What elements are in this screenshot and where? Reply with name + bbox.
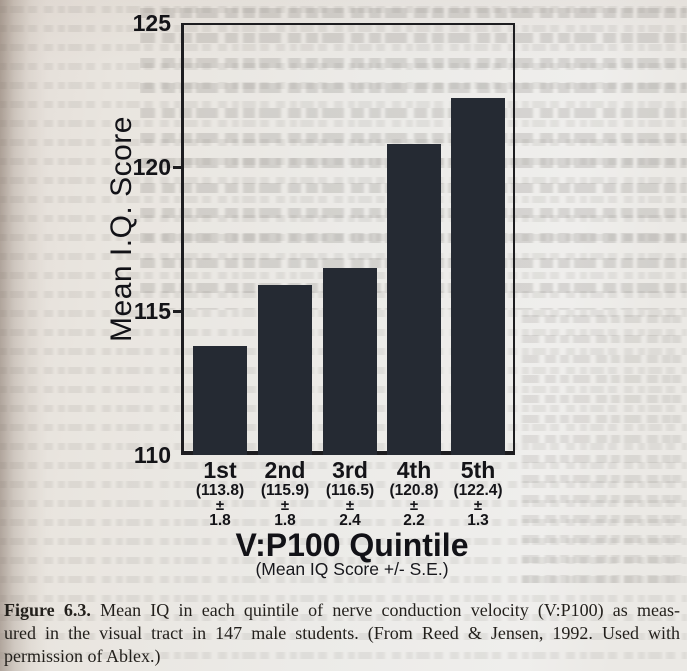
x-category-block-4th: 4th (120.8) ±2.2	[368, 458, 460, 529]
plus-minus-symbol-2nd: ±	[280, 497, 290, 514]
plus-minus-symbol-4th: ±	[409, 497, 419, 514]
caption-line-3: permission of Ablex.)	[4, 646, 161, 666]
x-axis-subtitle: (Mean IQ Score +/- S.E.)	[255, 559, 449, 579]
caption-line-1-text: Mean IQ in each quintile of nerve conduc…	[100, 600, 680, 620]
standard-error-label-2nd: 1.8	[274, 512, 296, 529]
x-category-block-2nd: 2nd (115.9) ±1.8	[239, 458, 331, 529]
x-category-label-5th: 5th	[460, 457, 496, 483]
mean-value-label-4th: (120.8)	[389, 482, 439, 499]
y-tick-label-125: 125	[132, 10, 171, 36]
mean-value-label-1st: (113.8)	[195, 482, 245, 499]
x-category-block-3rd: 3rd (116.5) ±2.4	[304, 458, 396, 529]
plus-minus-symbol-5th: ±	[473, 497, 483, 514]
x-category-label-1st: 1st	[203, 457, 237, 483]
x-axis-title: V:P100 Quintile	[235, 527, 469, 563]
bar-3rd	[323, 267, 377, 455]
standard-error-label-4th: 2.2	[403, 512, 425, 529]
y-tick-mark-120	[173, 166, 181, 169]
plus-minus-symbol-3rd: ±	[345, 497, 355, 514]
standard-error-label-3rd: 2.4	[339, 512, 361, 529]
y-tick-mark-115	[173, 310, 181, 313]
figure-caption: Figure 6.3. Mean IQ in each quintile of …	[4, 599, 680, 668]
y-tick-label-115: 115	[133, 298, 171, 324]
bar-1st	[193, 345, 247, 455]
x-category-label-2nd: 2nd	[264, 457, 306, 483]
bar-5th	[451, 97, 505, 455]
mean-value-label-3rd: (116.5)	[325, 482, 375, 499]
y-axis-title: Mean I.Q. Score	[105, 116, 138, 342]
plus-minus-symbol-1st: ±	[215, 497, 225, 514]
standard-error-label-5th: 1.3	[467, 512, 489, 529]
x-category-label-4th: 4th	[396, 457, 432, 483]
y-tick-label-110: 110	[133, 442, 171, 468]
bar-4th	[387, 143, 441, 455]
mean-value-label-5th: (122.4)	[453, 482, 503, 499]
mean-value-label-2nd: (115.9)	[260, 482, 310, 499]
x-category-block-1st: 1st (113.8) ±1.8	[174, 458, 266, 529]
caption-figure-label: Figure 6.3.	[4, 600, 91, 620]
standard-error-label-1st: 1.8	[209, 512, 231, 529]
caption-line-1: Figure 6.3. Mean IQ in each quintile of …	[4, 599, 680, 622]
caption-line-2: ured in the visual tract in 147 male stu…	[4, 623, 680, 643]
x-category-block-5th: 5th (122.4) ±1.3	[432, 458, 524, 529]
y-tick-label-120: 120	[132, 154, 171, 180]
x-category-label-3rd: 3rd	[332, 457, 368, 483]
bar-2nd	[258, 285, 312, 455]
